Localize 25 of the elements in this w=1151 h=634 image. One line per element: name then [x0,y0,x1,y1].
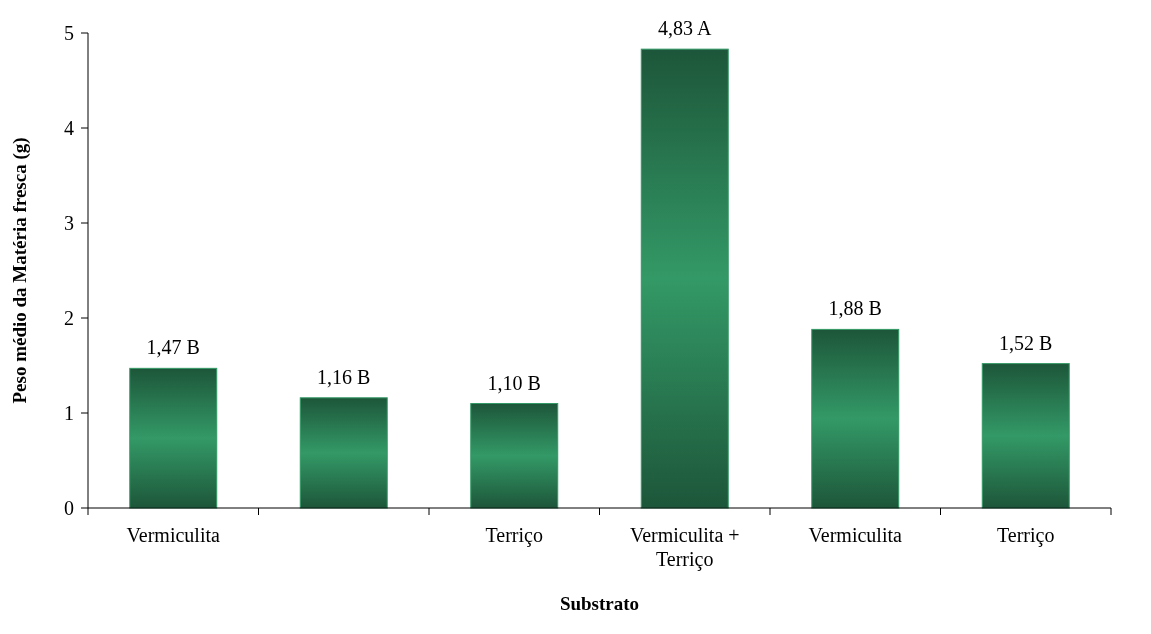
bar [129,367,218,509]
y-tick-label: 4 [64,117,74,139]
data-label: 1,47 B [146,336,200,359]
x-tick-label: Vermiculita + Terriço [629,524,740,571]
bar [299,397,388,509]
x-tick-label: Terriço [997,524,1055,547]
x-tick-label: Terriço [485,524,543,547]
data-label: 4,83 A [658,17,712,40]
y-tick-label: 3 [64,212,74,234]
x-tick-label: Vermiculita [126,524,221,546]
x-axis-title: Substrato [559,593,640,614]
data-label: 1,52 B [999,331,1053,354]
data-label: 1,88 B [828,297,882,320]
bar [981,363,1070,509]
y-tick-label: 2 [64,307,74,329]
bar [811,328,900,509]
bar [470,403,559,509]
y-tick-label: 0 [64,497,74,519]
x-tick-label: Vermiculita [808,524,903,546]
data-label: 1,16 B [317,365,371,388]
bar [640,48,729,509]
y-tick-label: 5 [64,22,74,44]
y-tick-label: 1 [64,402,74,424]
y-axis-title: Peso médio da Matéria fresca (g) [9,137,31,404]
data-label: 1,10 B [487,371,541,394]
